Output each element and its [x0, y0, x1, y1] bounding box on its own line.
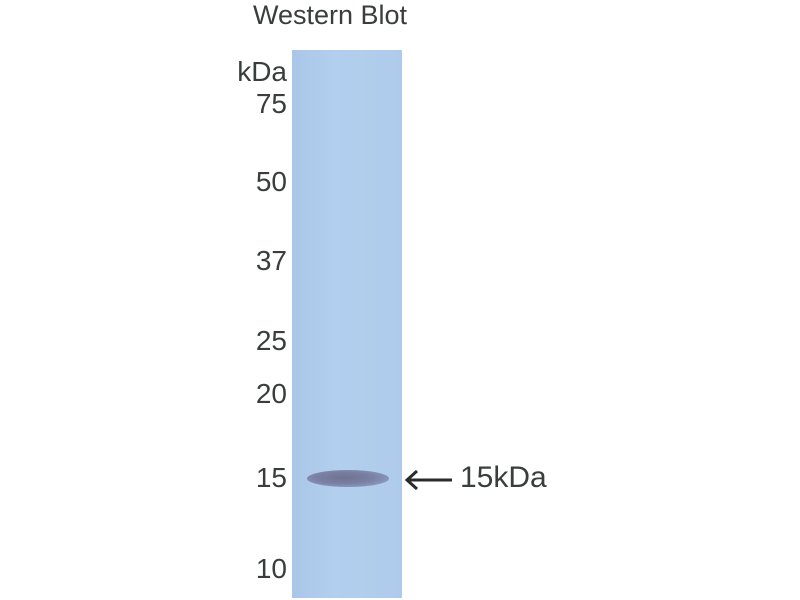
arrow-left-icon — [404, 470, 452, 490]
marker-20: 20 — [255, 378, 287, 409]
unit-label: kDa — [237, 56, 287, 87]
marker-50: 50 — [255, 166, 287, 197]
marker-75: 75 — [255, 88, 287, 119]
figure-title: Western Blot — [252, 0, 408, 30]
marker-10: 10 — [255, 553, 287, 584]
marker-25: 25 — [255, 325, 287, 356]
marker-37: 37 — [255, 245, 287, 276]
band-size-label: 15kDa — [460, 461, 547, 494]
marker-15: 15 — [255, 462, 287, 493]
protein-band — [307, 470, 389, 487]
blot-lane — [292, 50, 402, 598]
